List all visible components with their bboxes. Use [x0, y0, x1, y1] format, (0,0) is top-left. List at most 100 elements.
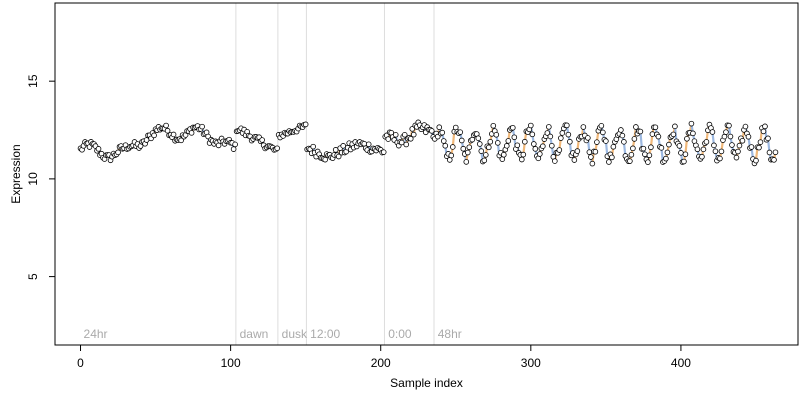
x-tick-label: 300 [521, 356, 541, 370]
data-point [439, 129, 446, 136]
data-point [646, 152, 653, 159]
data-point [398, 139, 405, 146]
data-point [504, 143, 510, 149]
y-axis-title: Expression [9, 144, 23, 203]
data-point [458, 137, 465, 144]
data-point [143, 137, 150, 143]
data-point [460, 145, 467, 152]
data-point [544, 130, 551, 136]
data-point [742, 123, 749, 130]
data-points [77, 119, 779, 167]
data-point [528, 122, 534, 129]
data-point [490, 122, 497, 129]
data-point [628, 151, 635, 158]
y-tick-label: 15 [26, 74, 40, 88]
phase-label-0: 24hr [84, 327, 108, 341]
data-point [514, 142, 521, 149]
phase-label-3: 12:00 [310, 327, 340, 341]
data-point [756, 144, 762, 151]
data-point [681, 158, 687, 165]
plot-frame [54, 2, 799, 346]
data-point [733, 154, 740, 161]
data-point [115, 149, 121, 156]
data-point [482, 152, 489, 158]
data-point [537, 151, 543, 157]
data-point [729, 142, 735, 148]
data-point [322, 156, 328, 163]
data-point [510, 124, 516, 131]
data-point [600, 129, 606, 136]
x-axis: 0 100 200 300 400 [77, 344, 691, 370]
data-point [757, 139, 764, 145]
data-point [436, 124, 443, 131]
data-point [365, 141, 372, 148]
data-point [440, 138, 447, 144]
data-point [606, 159, 612, 165]
data-point [464, 149, 471, 156]
data-point [670, 131, 677, 138]
data-point [588, 154, 594, 160]
data-point [564, 122, 570, 129]
data-point [457, 129, 464, 135]
data-point [469, 136, 476, 143]
data-point [546, 124, 552, 130]
data-point [410, 131, 417, 138]
data-point [603, 138, 609, 144]
x-tick-label: 400 [671, 356, 691, 370]
data-point [694, 146, 701, 153]
data-point [565, 131, 572, 138]
data-point [684, 135, 690, 142]
data-point [531, 141, 537, 147]
data-point [215, 142, 222, 149]
phase-label-2: dusk [282, 327, 308, 341]
data-point [762, 123, 768, 130]
y-tick-label: 10 [26, 172, 40, 186]
data-point [678, 150, 684, 156]
data-point [637, 128, 644, 135]
data-point [666, 141, 672, 148]
data-point [230, 146, 237, 152]
data-point [310, 143, 316, 150]
data-point [170, 131, 177, 138]
data-point [727, 133, 734, 140]
data-point [232, 141, 238, 148]
data-point [361, 140, 368, 147]
data-point [723, 129, 729, 135]
data-point [594, 139, 600, 145]
data-point [655, 133, 662, 140]
data-point [567, 138, 573, 145]
data-point [340, 143, 346, 149]
data-point [463, 159, 470, 165]
data-point [401, 132, 408, 138]
data-point [736, 142, 743, 149]
data-point [663, 155, 669, 162]
data-point [335, 153, 342, 160]
data-point [630, 145, 636, 152]
x-tick-label: 100 [221, 356, 241, 370]
data-point [627, 158, 633, 164]
data-point [428, 128, 435, 134]
data-point [302, 121, 309, 128]
data-point [332, 147, 339, 153]
x-axis-title: Sample index [390, 376, 463, 390]
data-point [449, 144, 456, 150]
data-point [274, 145, 280, 152]
y-axis: 5 10 15 [26, 74, 56, 280]
data-point [610, 143, 617, 150]
data-point [766, 149, 773, 156]
x-tick-label: 200 [371, 356, 391, 370]
data-point [748, 144, 755, 150]
data-point [682, 151, 689, 158]
data-point [475, 135, 482, 141]
data-point [688, 120, 695, 127]
data-point [589, 160, 596, 167]
data-point [765, 135, 771, 142]
data-point [712, 148, 719, 155]
data-point [745, 133, 752, 140]
data-point [552, 158, 558, 164]
data-point [188, 130, 195, 136]
data-point [717, 155, 723, 162]
data-point [487, 138, 494, 145]
data-point [618, 127, 624, 133]
